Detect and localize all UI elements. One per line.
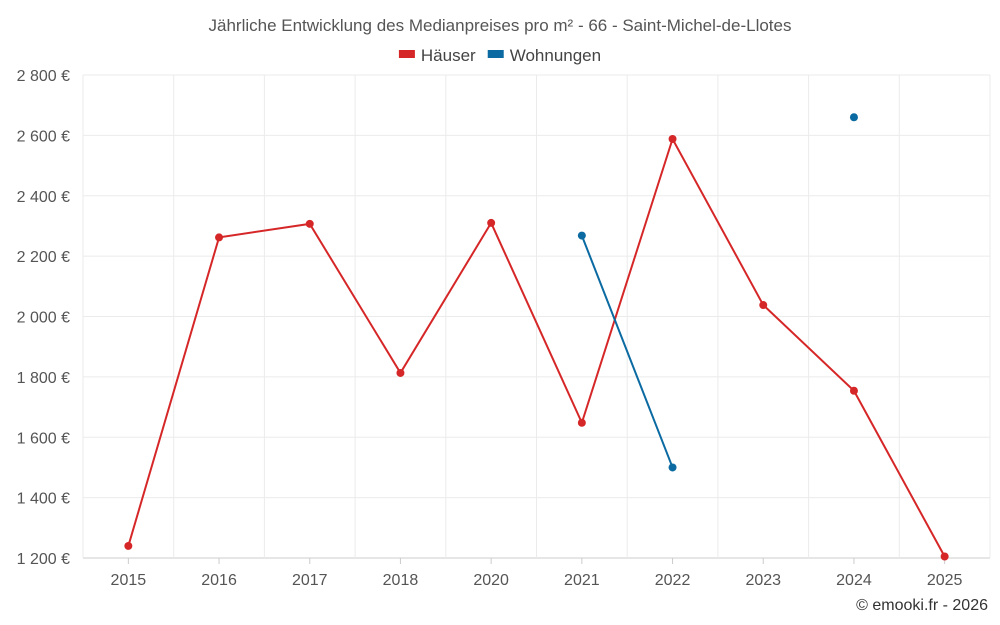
chart-title: Jährliche Entwicklung des Medianpreises …: [209, 16, 792, 35]
x-tick-label: 2018: [383, 572, 419, 589]
legend-label: Wohnungen: [510, 46, 601, 65]
y-tick-label: 2 800 €: [17, 68, 70, 85]
x-tick-label: 2022: [655, 572, 691, 589]
data-point[interactable]: [849, 113, 858, 122]
credit: © emooki.fr - 2026: [856, 597, 988, 614]
data-point[interactable]: [215, 233, 224, 242]
legend-item[interactable]: Häuser: [398, 46, 476, 65]
y-tick-label: 2 600 €: [17, 128, 70, 145]
series-Häuser: [124, 134, 949, 561]
legend: Häuser Wohnungen: [398, 46, 601, 65]
data-point[interactable]: [668, 463, 677, 472]
data-point[interactable]: [124, 541, 133, 550]
x-tick-label: 2024: [836, 572, 872, 589]
y-tick-label: 1 200 €: [17, 551, 70, 568]
x-tick-label: 2016: [201, 572, 237, 589]
series-line: [127, 136, 946, 557]
data-point[interactable]: [396, 368, 405, 377]
grid: [82, 74, 991, 559]
x-axis-ticks: 2015 2016 2017 2018 2020 2021 2022 2023 2024 2025: [111, 558, 963, 589]
legend-swatch: [398, 50, 415, 58]
legend-swatch: [487, 50, 504, 58]
data-point[interactable]: [849, 386, 858, 395]
x-tick-label: 2023: [745, 572, 781, 589]
legend-item[interactable]: Wohnungen: [487, 46, 601, 65]
y-tick-label: 2 400 €: [17, 189, 70, 206]
data-point[interactable]: [305, 219, 314, 228]
data-point[interactable]: [940, 552, 949, 561]
y-tick-label: 1 600 €: [17, 430, 70, 447]
y-axis-ticks: 1 200 € 1 400 € 1 600 € 1 800 € 2 000 € 2 200…: [17, 68, 70, 568]
x-tick-label: 2017: [292, 572, 328, 589]
y-tick-label: 1 800 €: [17, 370, 70, 387]
x-tick-label: 2021: [564, 572, 600, 589]
y-tick-label: 2 000 €: [17, 310, 70, 327]
series: [124, 113, 949, 561]
x-tick-label: 2025: [927, 572, 963, 589]
data-point[interactable]: [487, 218, 496, 227]
data-point[interactable]: [577, 231, 586, 240]
data-point[interactable]: [759, 301, 768, 310]
y-tick-label: 1 400 €: [17, 491, 70, 508]
series-line: [580, 235, 674, 468]
x-tick-label: 2015: [111, 572, 147, 589]
y-tick-label: 2 200 €: [17, 249, 70, 266]
series-Wohnungen: [577, 113, 858, 472]
data-point[interactable]: [577, 418, 586, 427]
x-tick-label: 2020: [473, 572, 509, 589]
legend-label: Häuser: [421, 46, 476, 65]
data-point[interactable]: [668, 134, 677, 143]
